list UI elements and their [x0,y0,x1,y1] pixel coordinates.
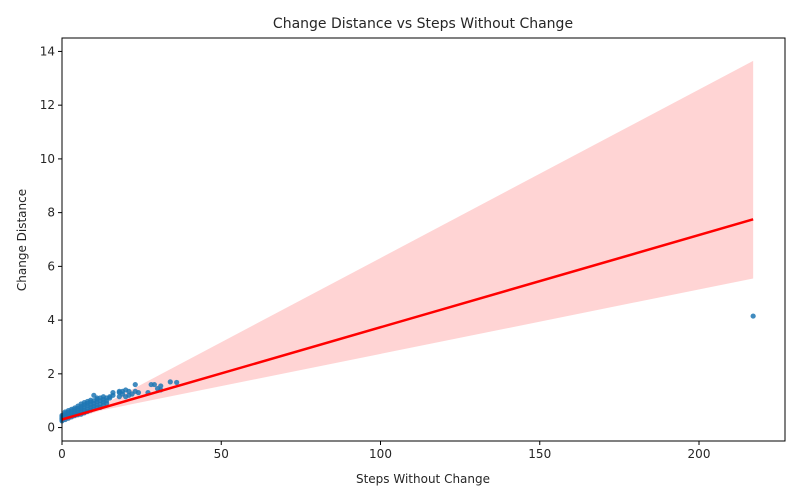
x-tick-label: 200 [688,447,711,461]
data-point [174,379,180,386]
regression-line-layer [61,218,754,421]
confidence-band [62,60,754,423]
chart-title: Change Distance vs Steps Without Change [273,16,573,32]
data-point [750,313,756,319]
points-layer [59,313,756,424]
x-tick-label: 50 [214,447,229,461]
y-tick-label: 6 [47,259,55,273]
data-point [110,390,116,396]
data-point [135,390,142,396]
x-tick-label: 100 [369,447,392,461]
confidence-band-layer [62,60,754,423]
y-tick-label: 4 [47,313,55,327]
axes-layer: 0 50 100 150 200 0 2 4 6 8 10 12 14 [40,37,786,461]
plot-frame [61,37,786,442]
regression-line [61,218,754,421]
y-tick-label: 12 [40,98,55,112]
y-tick-label: 14 [40,44,55,58]
y-tick-label: 8 [47,206,55,220]
data-point [167,379,173,385]
x-tick-label: 150 [528,447,551,461]
y-tick-label: 0 [47,421,55,435]
data-point [132,381,138,388]
y-tick-label: 2 [47,367,55,381]
data-point [151,381,157,388]
y-tick-label: 10 [40,152,55,166]
y-axis-label: Change Distance [15,189,29,291]
data-point [158,383,164,389]
x-tick-label: 0 [58,447,66,461]
x-axis-label: Steps Without Change [356,472,490,486]
